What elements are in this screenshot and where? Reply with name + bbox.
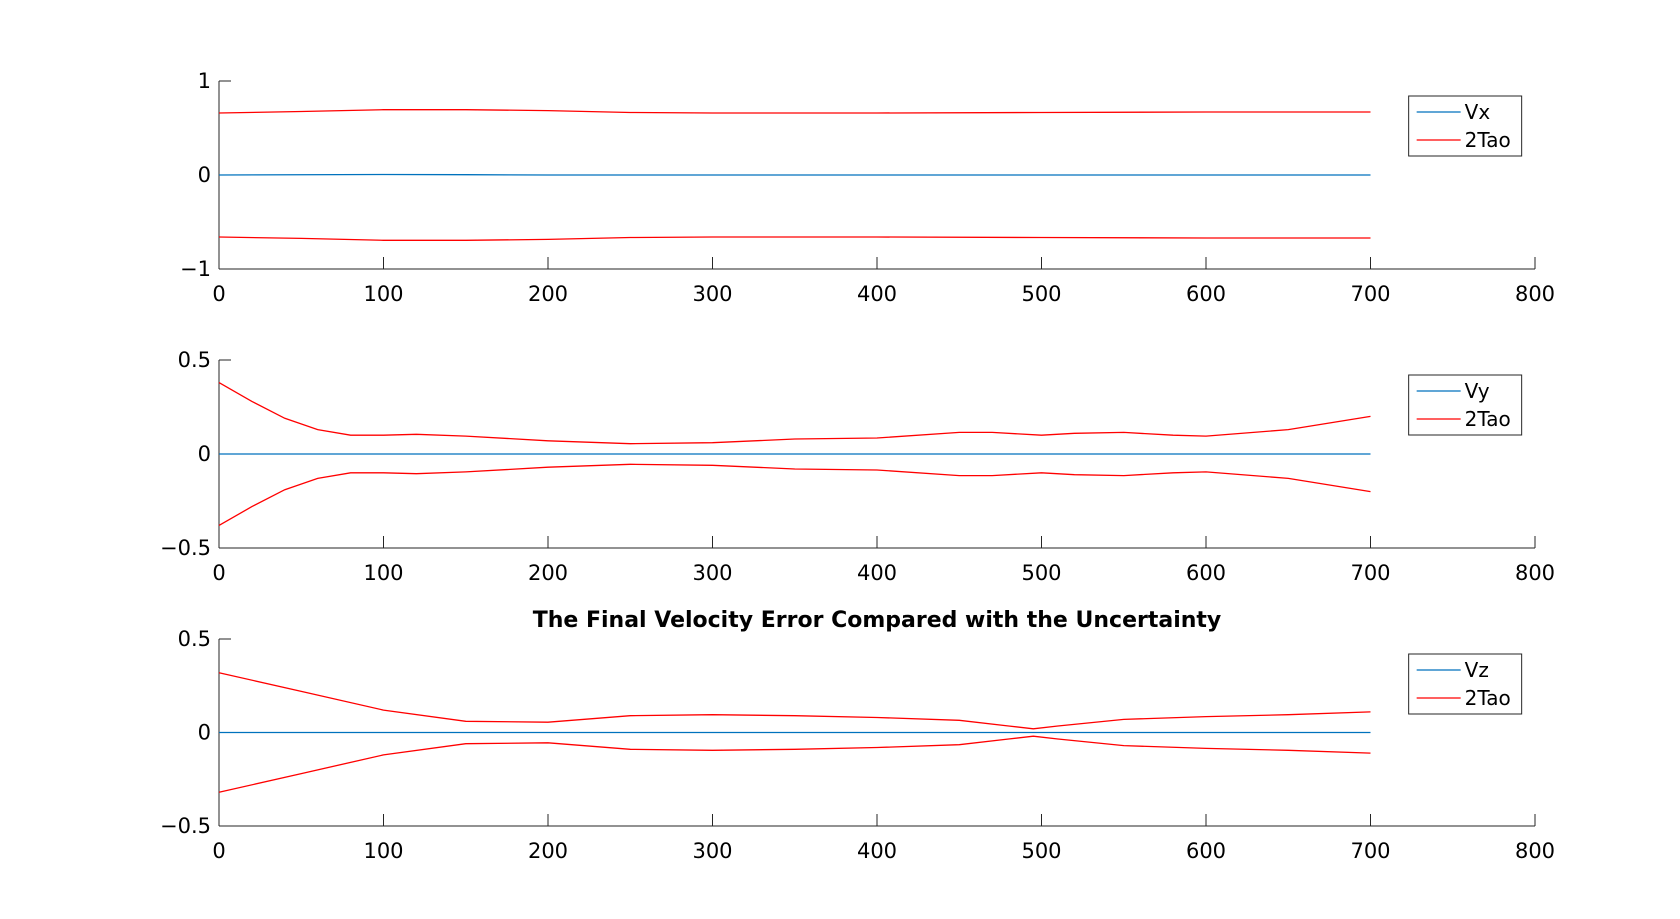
x-tick-label: 500 — [1021, 839, 1061, 863]
series-line-2tao — [218, 382, 1371, 445]
x-tick-label: 0 — [212, 839, 225, 863]
legend-box — [1408, 653, 1523, 715]
legend-box — [1408, 374, 1523, 436]
series-line-lower-bound — [218, 735, 1371, 793]
legend-label: 2Tao — [1465, 128, 1511, 152]
x-tick-label: 800 — [1515, 561, 1555, 585]
x-tick-label: 300 — [692, 561, 732, 585]
x-tick-label: 400 — [857, 561, 897, 585]
x-tick-label: 500 — [1021, 561, 1061, 585]
legend-label: Vy — [1465, 379, 1490, 403]
x-tick-label: 200 — [528, 282, 568, 306]
x-tick-label: 600 — [1186, 282, 1226, 306]
x-tick-label: 600 — [1186, 561, 1226, 585]
x-tick-label: 300 — [692, 839, 732, 863]
legend: Vx 2Tao — [1408, 95, 1523, 157]
y-tick-label: 0.5 — [178, 627, 211, 651]
y-tick-label: −0.5 — [160, 536, 211, 560]
legend: Vy 2Tao — [1408, 374, 1523, 436]
x-tick-label: 200 — [528, 839, 568, 863]
series-line-vx — [218, 173, 1371, 176]
series-line-lower-bound — [218, 236, 1371, 241]
x-tick-label: 100 — [363, 839, 403, 863]
legend: Vz 2Tao — [1408, 653, 1523, 715]
y-tick-label: 0 — [198, 721, 211, 745]
x-tick-label: 400 — [857, 282, 897, 306]
x-tick-label: 800 — [1515, 282, 1555, 306]
y-tick-label: 0.5 — [178, 348, 211, 372]
x-tick-label: 800 — [1515, 839, 1555, 863]
x-tick-label: 600 — [1186, 839, 1226, 863]
y-tick-label: −0.5 — [160, 814, 211, 838]
x-tick-label: 300 — [692, 282, 732, 306]
y-tick-label: 0 — [198, 163, 211, 187]
x-tick-label: 700 — [1350, 282, 1390, 306]
x-tick-label: 200 — [528, 561, 568, 585]
x-tick-label: 0 — [212, 561, 225, 585]
x-tick-label: 0 — [212, 282, 225, 306]
x-tick-label: 700 — [1350, 561, 1390, 585]
series-line-2tao — [218, 672, 1371, 730]
legend-label: 2Tao — [1465, 686, 1511, 710]
legend-box — [1408, 95, 1523, 157]
x-tick-label: 100 — [363, 561, 403, 585]
series-line-2tao — [218, 109, 1371, 114]
y-tick-label: 0 — [198, 442, 211, 466]
x-tick-label: 700 — [1350, 839, 1390, 863]
y-tick-label: −1 — [180, 257, 211, 281]
legend-label: 2Tao — [1465, 407, 1511, 431]
legend-label: Vx — [1465, 100, 1491, 124]
x-tick-label: 100 — [363, 282, 403, 306]
x-tick-label: 500 — [1021, 282, 1061, 306]
x-tick-label: 400 — [857, 839, 897, 863]
legend-label: Vz — [1465, 658, 1489, 682]
chart-title: The Final Velocity Error Compared with t… — [533, 608, 1222, 633]
series-line-lower-bound — [218, 463, 1371, 526]
y-tick-label: 1 — [198, 69, 211, 93]
